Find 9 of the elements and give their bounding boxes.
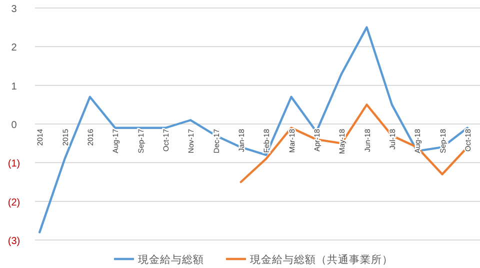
y-tick-label: (1) [8,158,20,170]
legend-label: 現金給与総額（共通事業所） [250,253,393,266]
y-tick-label: 3 [11,4,18,15]
y-tick-label: 2 [11,42,18,54]
y-tick-label: (3) [8,236,20,247]
legend-label: 現金給与総額 [138,253,204,266]
y-tick-label: 0 [11,120,18,131]
y-tick-label: (2) [8,197,20,208]
y-tick-label: 1 [11,81,18,92]
